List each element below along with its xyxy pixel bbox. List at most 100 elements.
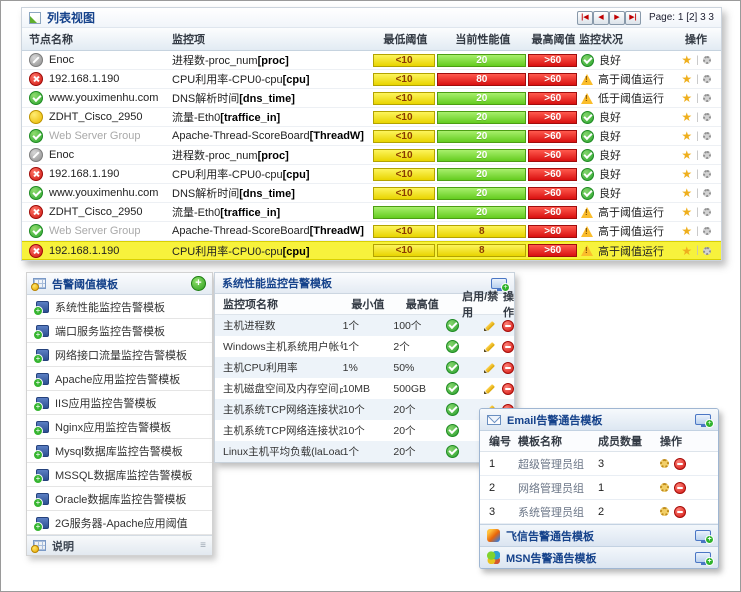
settings-gear-icon[interactable] [702,189,711,197]
favorite-star-icon[interactable]: ★ [681,91,693,105]
table-row[interactable]: Enoc 进程数-proc_num[proc] <10 20 >60 良好 ★ [22,51,721,70]
favorite-star-icon[interactable]: ★ [681,110,693,124]
table-row[interactable]: 主机系统TCP网络连接状态 10个 20个 [215,420,514,441]
enabled-check-icon[interactable] [445,445,459,458]
template-list-item[interactable]: 网络接口流量监控告警模板 [27,343,212,367]
table-row[interactable]: www.youximenhu.com DNS解析时间[dns_time] <10… [22,184,721,203]
table-row[interactable]: www.youximenhu.com DNS解析时间[dns_time] <10… [22,89,721,108]
max-threshold-segment: >60 [528,110,577,124]
delete-icon[interactable] [674,505,686,518]
add-monitor-icon[interactable] [695,530,714,544]
collapsed-panel-bar[interactable]: MSN告警通告模板 [480,546,718,568]
settings-gear-icon[interactable] [702,151,711,159]
table-row[interactable]: 192.168.1.190 CPU利用率-CPU0-cpu[cpu] <10 8… [22,70,721,89]
settings-gear-icon[interactable] [702,94,711,102]
edit-pencil-icon[interactable] [484,340,497,353]
table-row[interactable]: ZDHT_Cisco_2950 流量-Eth0[traffice_in] 20 … [22,203,721,222]
delete-icon[interactable] [674,481,686,494]
delete-icon[interactable] [502,382,514,395]
settings-gear-icon[interactable] [702,246,711,255]
template-list-item[interactable]: Nginx应用监控告警模板 [27,415,212,439]
table-row[interactable]: 主机进程数 1个 100个 [215,315,514,336]
favorite-star-icon[interactable]: ★ [681,53,693,67]
monitor-item-label: 进程数-proc_num [172,55,258,67]
col-monitor-item: 监控项 [172,34,205,46]
description-bar[interactable]: 说明 ≡ [27,535,212,555]
table-row[interactable]: 192.168.1.190 CPU利用率-CPU0-cpu[cpu] <10 2… [22,165,721,184]
enabled-check-icon[interactable] [445,382,459,395]
delete-icon[interactable] [502,340,514,353]
favorite-star-icon[interactable]: ★ [681,167,693,181]
template-list-item[interactable]: MSSQL数据库监控告警模板 [27,463,212,487]
favorite-star-icon[interactable]: ★ [681,129,693,143]
template-list-item[interactable]: 端口服务监控告警模板 [27,319,212,343]
delete-icon[interactable] [502,319,514,332]
edit-pencil-icon[interactable] [484,361,497,374]
settings-gear-icon[interactable] [702,75,711,83]
favorite-star-icon[interactable]: ★ [681,148,693,162]
node-status-icon [29,243,43,258]
pagination-button[interactable]: |◀ [576,10,593,25]
edit-pencil-icon[interactable] [484,382,497,395]
favorite-star-icon[interactable]: ★ [681,243,693,258]
settings-gear-icon[interactable] [702,170,711,178]
monitor-item-label: CPU利用率-CPU0-cpu [172,74,283,86]
favorite-star-icon[interactable]: ★ [681,186,693,200]
min-threshold-segment: <10 [373,91,436,105]
table-row[interactable]: 2 网络管理员组 1 [480,476,718,500]
add-monitor-icon[interactable] [695,414,714,428]
enabled-check-icon[interactable] [445,340,459,353]
edit-members-icon[interactable] [660,507,669,516]
performance-template-panel: 系统性能监控告警模板 监控项名称 最小值 最高值 启用/禁用 操作 主机进程数 … [214,272,515,463]
settings-gear-icon[interactable] [702,132,711,140]
template-list-item[interactable]: 2G服务器-Apache应用阈值 [27,511,212,535]
enabled-check-icon[interactable] [445,319,459,332]
enabled-check-icon[interactable] [445,403,459,416]
table-row[interactable]: Linux主机平均负载(laLoad) 1个 20个 [215,441,514,462]
delete-icon[interactable] [674,457,686,470]
table-row[interactable]: Web Server Group Apache-Thread-ScoreBoar… [22,127,721,146]
max-value: 50% [393,361,415,374]
table-row[interactable]: 3 系统管理员组 2 [480,500,718,524]
table-row[interactable]: Windows主机系统用户帐号总数 1个 2个 [215,336,514,357]
table-row[interactable]: 主机CPU利用率 1% 50% [215,357,514,378]
col-max-value: 最高值 [405,299,439,311]
table-row[interactable]: 主机磁盘空间及内存空间占用 10MB 500GB [215,378,514,399]
template-list-item[interactable]: IIS应用监控告警模板 [27,391,212,415]
edit-pencil-icon[interactable] [484,319,497,332]
template-list-item[interactable]: Mysql数据库监控告警模板 [27,439,212,463]
template-list-item[interactable]: Apache应用监控告警模板 [27,367,212,391]
settings-gear-icon[interactable] [702,208,711,216]
add-monitor-icon[interactable] [491,277,510,292]
collapse-icon[interactable]: ≡ [200,540,206,551]
collapsed-panel-bar[interactable]: 飞信告警通告模板 [480,524,718,546]
favorite-star-icon[interactable]: ★ [681,224,693,238]
table-row[interactable]: 192.168.1.190 CPU利用率-CPU0-cpu[cpu] <10 8… [22,241,721,260]
template-list-item[interactable]: Oracle数据库监控告警模板 [27,487,212,511]
enabled-check-icon[interactable] [445,424,459,437]
enabled-check-icon[interactable] [445,361,459,374]
add-monitor-icon[interactable] [695,552,714,566]
delete-icon[interactable] [502,361,514,374]
table-row[interactable]: 1 超级管理员组 3 [480,452,718,476]
edit-members-icon[interactable] [660,459,669,468]
template-list-item[interactable]: 系统性能监控告警模板 [27,295,212,319]
settings-gear-icon[interactable] [702,56,711,64]
favorite-star-icon[interactable]: ★ [681,72,693,86]
add-template-button[interactable]: + [191,276,206,291]
table-row[interactable]: Enoc 进程数-proc_num[proc] <10 20 >60 良好 ★ [22,146,721,165]
settings-gear-icon[interactable] [702,113,711,121]
favorite-star-icon[interactable]: ★ [681,205,693,219]
settings-gear-icon[interactable] [702,227,711,235]
table-row[interactable]: Web Server Group Apache-Thread-ScoreBoar… [22,222,721,241]
edit-members-icon[interactable] [660,483,669,492]
pagination-button[interactable]: ▶| [624,10,641,25]
table-row[interactable]: 主机系统TCP网络连接状态 10个 20个 [215,399,514,420]
status-icon [581,110,594,124]
table-row[interactable]: ZDHT_Cisco_2950 流量-Eth0[traffice_in] <10… [22,108,721,127]
col-template-name: 模板名称 [518,436,562,448]
pagination-button[interactable]: ◀ [592,10,609,25]
performance-table-body: 主机进程数 1个 100个 Windows主机系统用户帐号总数 1个 2个 [215,315,514,462]
pagination-button[interactable]: ▶ [608,10,625,25]
template-item-label: Nginx应用监控告警模板 [55,421,172,434]
